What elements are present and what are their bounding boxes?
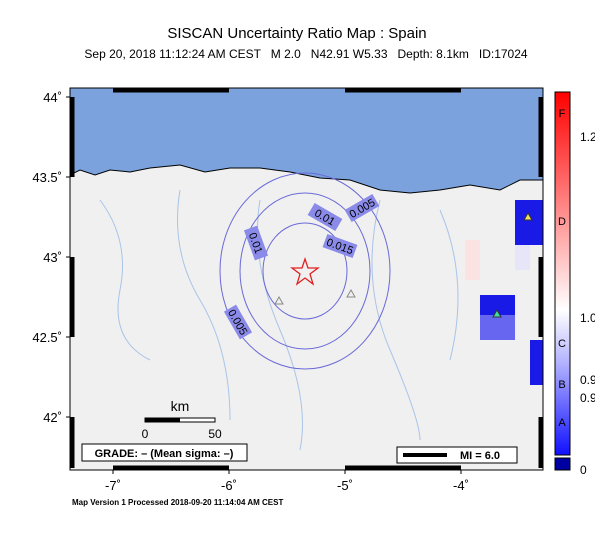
- footer: Map Version 1 Processed 2018-09-20 11:14…: [72, 498, 283, 507]
- colorbar-min: [554, 457, 571, 471]
- colorbar-label: 0: [580, 463, 587, 477]
- lon-label: -7˚: [105, 478, 121, 493]
- station-cell: [480, 315, 515, 340]
- colorbar-letter: C: [558, 338, 566, 350]
- station: [274, 295, 284, 305]
- scale-end: 50: [208, 427, 222, 441]
- epicenter: [290, 256, 320, 286]
- colorbar-letter: B: [558, 379, 565, 391]
- colorbar-letter: F: [559, 108, 566, 120]
- title: SISCAN Uncertainty Ratio Map : Spain: [167, 25, 426, 42]
- scale-rule: [145, 418, 180, 422]
- lat-label: 43˚: [43, 250, 62, 265]
- grade-box: [81, 443, 248, 462]
- colorbar-label: 1.0: [580, 311, 595, 325]
- sea: [70, 88, 543, 194]
- mi-legend: MI = 6.0: [460, 450, 500, 462]
- contour-label-bg: [344, 193, 380, 223]
- station-cell: [530, 340, 543, 385]
- station-cell: [515, 200, 543, 245]
- scale-start: 0: [142, 427, 149, 441]
- contours: [219, 172, 391, 370]
- station-cell: [515, 245, 530, 270]
- station: [492, 308, 502, 318]
- subtitle: Sep 20, 2018 11:12:24 AM CEST M 2.0 N42.…: [84, 47, 527, 61]
- lon-label: -4˚: [453, 478, 469, 493]
- contour-label-bg: [223, 304, 253, 340]
- colorbar-label: 0.9: [580, 391, 595, 405]
- scale-unit: km: [171, 398, 190, 414]
- colorbar-labels: F D C B A 1.2 1.0 0.9 0.9 0: [558, 108, 595, 477]
- station-cell: [480, 295, 515, 315]
- colorbar-label: 1.2: [580, 130, 595, 144]
- colorbar-letter: A: [558, 417, 566, 429]
- lat-label: 43.5˚: [32, 170, 62, 185]
- colorbar-letter: D: [558, 216, 566, 228]
- colorbar: [554, 91, 571, 456]
- lon-label: -6˚: [221, 478, 237, 493]
- lat-label: 44˚: [43, 90, 62, 105]
- contour-label-bg: [307, 202, 343, 232]
- frame-ticks: [69, 87, 544, 471]
- lat-label: 42˚: [43, 410, 62, 425]
- lat-label: 42.5˚: [32, 330, 62, 345]
- scale-bar: km 0 50: [142, 398, 222, 441]
- lon-label: -5˚: [337, 478, 353, 493]
- map-area: [70, 88, 543, 470]
- station: [346, 288, 356, 298]
- mi-box: [396, 446, 518, 464]
- station: [523, 211, 533, 221]
- station-cell: [465, 240, 480, 280]
- contour-label-bg: [243, 225, 269, 261]
- colorbar-label: 0.9: [580, 373, 595, 387]
- grade: GRADE: – (Mean sigma: –): [95, 448, 234, 460]
- contour-label-bg: [322, 233, 358, 259]
